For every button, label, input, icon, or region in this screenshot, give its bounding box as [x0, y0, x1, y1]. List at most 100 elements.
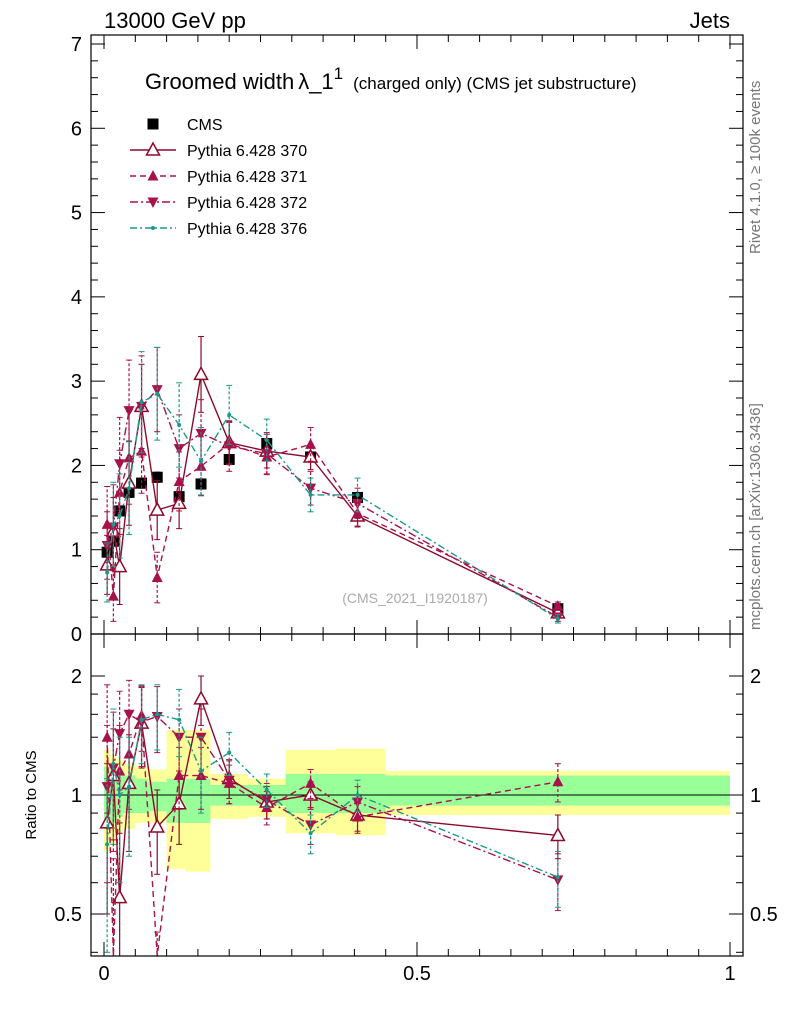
- data-point: [227, 412, 232, 417]
- legend-label: CMS: [187, 117, 223, 134]
- legend-label: Pythia 6.428 372: [187, 195, 307, 212]
- data-point: [308, 831, 313, 836]
- data-point: [355, 793, 360, 797]
- ratio-panel: 0.5 0.51 12 2 0 0.5 1 Ratio to CMS: [23, 633, 778, 985]
- data-point: [355, 492, 360, 497]
- series-pythia-6-428-376: [104, 684, 561, 953]
- data-point: [195, 769, 207, 781]
- data-point: [199, 769, 204, 774]
- data-point: [117, 793, 122, 797]
- data-point: [155, 391, 160, 396]
- legend-marker: [151, 226, 155, 230]
- data-point: [111, 522, 116, 527]
- data-point: [555, 616, 560, 621]
- data-point: [305, 820, 317, 831]
- data-point: [139, 400, 144, 405]
- x-tick-label: 0: [98, 963, 109, 985]
- y-tick-label-right: 0.5: [750, 904, 778, 926]
- data-point: [123, 747, 135, 759]
- y-tick-label-right: 1: [750, 785, 761, 807]
- legend-marker: [147, 170, 159, 181]
- main-marks: [99, 335, 566, 624]
- data-point: [308, 492, 313, 497]
- data-point: [155, 712, 160, 717]
- y-tick-label: 2: [71, 455, 82, 477]
- legend-item-pythia-6-428-372: Pythia 6.428 372: [130, 195, 307, 212]
- analysis-watermark: (CMS_2021_I1920187): [342, 590, 488, 606]
- data-point: [305, 438, 317, 449]
- data-point: [193, 365, 209, 381]
- band-inner: [185, 778, 211, 823]
- y-tick-label: 3: [71, 371, 82, 393]
- data-point: [151, 471, 163, 483]
- data-point: [302, 786, 319, 801]
- y-tick-label: 1: [71, 785, 82, 807]
- data-point: [305, 777, 317, 788]
- y-tick-label: 2: [71, 666, 82, 688]
- data-point: [149, 501, 165, 516]
- series-line: [106, 442, 559, 607]
- data-point: [151, 571, 163, 583]
- data-point: [111, 557, 128, 573]
- legend-item-pythia-6-428-376: Pythia 6.428 376: [130, 221, 307, 238]
- data-point: [552, 600, 564, 611]
- data-point: [105, 842, 110, 847]
- data-point: [123, 406, 135, 417]
- x-tick-label: 1: [724, 963, 735, 985]
- title-symbol: λ_1: [298, 69, 333, 94]
- data-point: [107, 590, 119, 601]
- data-point: [117, 514, 122, 518]
- rivet-label: Rivet 4.1.0, ≥ 100k events: [747, 81, 764, 254]
- header-left: 13000 GeV pp: [104, 8, 246, 33]
- title-main: Groomed width: [145, 69, 294, 94]
- series-pythia-6-428-371: [101, 408, 564, 622]
- y-tick-label: 6: [71, 118, 82, 140]
- data-point: [173, 732, 185, 744]
- y-tick-label: 4: [71, 287, 82, 309]
- legend-item-pythia-6-428-370: Pythia 6.428 370: [130, 141, 307, 160]
- mcplots-label: mcplots.cern.ch [arXiv:1306.3436]: [747, 403, 764, 630]
- main-x-ticks: [103, 35, 731, 634]
- data-point: [111, 889, 128, 904]
- y-tick-label: 7: [71, 34, 82, 56]
- data-point: [199, 459, 204, 464]
- y-tick-label: 1: [71, 540, 82, 562]
- y-tick-label-right: 2: [750, 666, 761, 688]
- ratio-uncertainty-bands: [104, 730, 730, 872]
- data-point: [114, 729, 126, 740]
- data-point: [114, 459, 126, 470]
- legend-label: Pythia 6.428 371: [187, 169, 307, 186]
- legend-marker: [147, 118, 159, 130]
- ratio-x-ticks: 0 0.5 1: [98, 634, 736, 985]
- legend: CMS Pythia 6.428 370 Pythia 6.428 371 Pythi…: [130, 117, 307, 238]
- data-point: [550, 826, 566, 842]
- data-point: [264, 438, 269, 443]
- data-point: [149, 818, 165, 833]
- data-point: [105, 570, 110, 575]
- series-pythia-6-428-376: [104, 346, 561, 624]
- legend-item-pythia-6-428-371: Pythia 6.428 371: [130, 169, 307, 186]
- x-tick-label: 0.5: [403, 963, 431, 985]
- data-point: [139, 717, 144, 722]
- series-cms: [101, 437, 564, 615]
- data-point: [127, 784, 132, 789]
- legend-marker: [147, 197, 159, 208]
- data-point: [177, 422, 182, 427]
- plot-title: Groomed width λ_11 (charged only) (CMS jet…: [145, 64, 637, 94]
- ratio-marks: [99, 675, 566, 957]
- ratio-y-label: Ratio to CMS: [23, 750, 40, 839]
- y-tick-label: 0: [71, 624, 82, 646]
- data-point: [123, 709, 135, 721]
- data-point: [111, 761, 116, 766]
- data-point: [223, 775, 235, 787]
- data-point: [264, 787, 269, 792]
- legend-label: Pythia 6.428 376: [187, 221, 307, 238]
- data-point: [555, 875, 560, 880]
- data-point: [173, 769, 185, 781]
- data-point: [193, 690, 209, 705]
- legend-marker: [145, 141, 161, 156]
- y-tick-label: 0.5: [54, 904, 82, 926]
- data-point: [552, 775, 564, 787]
- data-point: [177, 717, 182, 722]
